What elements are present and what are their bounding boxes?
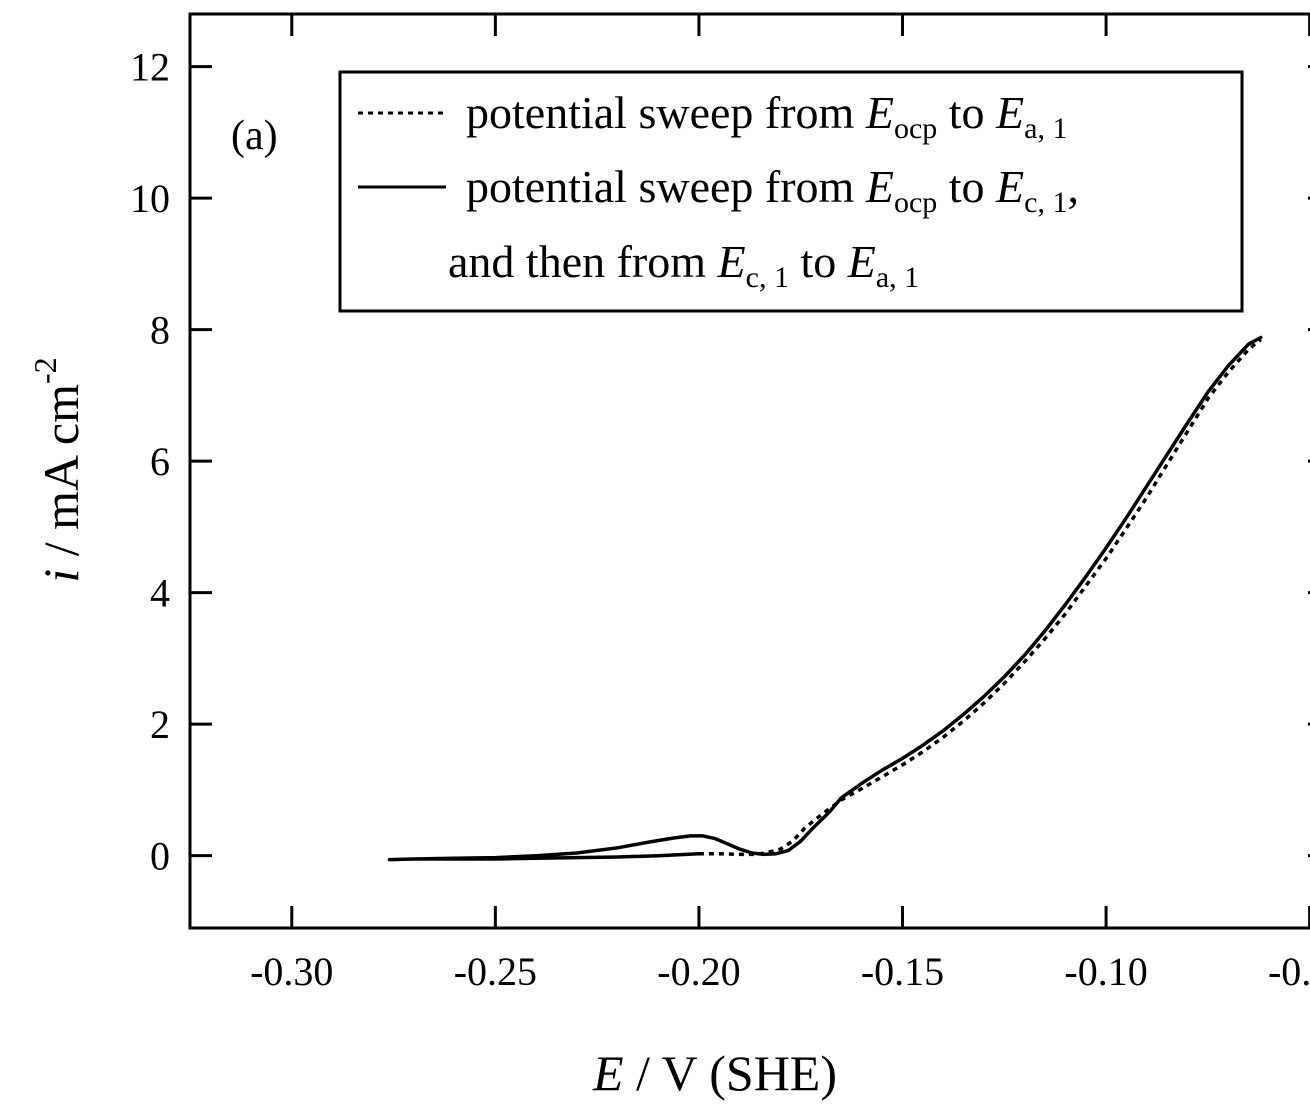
x-tick-label: -0.05 xyxy=(1268,949,1310,994)
y-tick-label: 12 xyxy=(130,45,170,90)
y-tick-label: 8 xyxy=(150,308,170,353)
x-tick-label: -0.30 xyxy=(250,949,333,994)
series-group xyxy=(387,335,1263,862)
x-tick-label: -0.25 xyxy=(454,949,537,994)
legend: potential sweep from Eocp to Ea, 1 poten… xyxy=(338,70,1244,313)
x-tick-label: -0.20 xyxy=(657,949,740,994)
legend-box xyxy=(338,70,1244,313)
y-tick-label: 10 xyxy=(130,176,170,221)
y-axis-title: i / mA cm-2 xyxy=(27,357,89,582)
series-solid-line xyxy=(387,335,1263,862)
x-tick-label: -0.15 xyxy=(861,949,944,994)
y-tick-label: 6 xyxy=(150,439,170,484)
legend-entry-solid-line2: and then from Ec, 1 to Ea, 1 xyxy=(448,236,919,294)
legend-entry-solid-line1: potential sweep from Eocp to Ec, 1, xyxy=(466,161,1079,219)
axis-tick-labels: -0.30 -0.25 -0.20 -0.15 -0.10 -0.05 0 2 4 6 8 10 12 xyxy=(130,45,1310,994)
panel-label: (a) xyxy=(231,113,278,159)
series-dotted-line xyxy=(698,338,1262,857)
plot-frame xyxy=(188,12,1310,930)
y-tick-label: 2 xyxy=(150,702,170,747)
x-tick-label: -0.10 xyxy=(1064,949,1147,994)
y-tick-label: 0 xyxy=(150,834,170,879)
y-tick-label: 4 xyxy=(150,571,170,616)
x-axis-title: E / V (SHE) xyxy=(592,1045,837,1101)
legend-entry-dotted: potential sweep from Eocp to Ea, 1 xyxy=(466,87,1067,145)
